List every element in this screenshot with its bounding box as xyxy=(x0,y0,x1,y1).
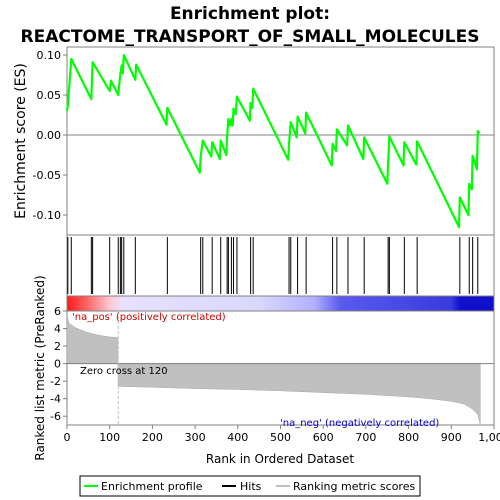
es-y-tick-label: -0.05 xyxy=(33,169,61,182)
rank-y-tick-label: -2 xyxy=(50,375,61,388)
ranked-metric-group xyxy=(66,311,494,426)
x-tick-label: 900 xyxy=(441,431,462,444)
legend-ranking-label: Ranking metric scores xyxy=(293,480,415,493)
x-tick-label: 200 xyxy=(142,431,163,444)
rank-y-axis-label: Ranked list metric (PreRanked) xyxy=(33,275,47,460)
enrichment-profile-line xyxy=(65,53,481,229)
rank-y-axis: 6 4 2 0 -2 -4 -6 xyxy=(50,305,67,423)
neg-correlated-label: 'na_neg' (negatively correlated) xyxy=(280,418,439,429)
hits-panel xyxy=(66,234,495,297)
es-panel xyxy=(66,46,495,236)
x-axis-label: Rank in Ordered Dataset xyxy=(206,452,354,466)
legend: Enrichment profile Hits Ranking metric s… xyxy=(79,475,421,497)
es-y-tick-label: -0.10 xyxy=(33,209,61,222)
enrichment-profile xyxy=(65,53,481,229)
zero-cross-label: Zero cross at 120 xyxy=(80,366,168,377)
x-tick-label: 0 xyxy=(64,431,71,444)
es-y-axis-label: Enrichment score (ES) xyxy=(13,63,29,219)
pos-correlated-label: 'na_pos' (positively correlated) xyxy=(72,312,226,323)
legend-box xyxy=(79,475,421,497)
legend-enrichment-label: Enrichment profile xyxy=(101,480,203,493)
es-y-tick-label: 0.10 xyxy=(37,49,62,62)
x-tick-label: 500 xyxy=(270,431,291,444)
x-tick-label: 600 xyxy=(313,431,334,444)
rank-y-tick-label: -4 xyxy=(50,393,61,406)
rank-y-tick-label: -6 xyxy=(50,410,61,423)
x-tick-label: 800 xyxy=(398,431,419,444)
es-y-tick-label: 0.00 xyxy=(37,129,62,142)
x-tick-label: 400 xyxy=(227,431,248,444)
x-tick-label: 300 xyxy=(185,431,206,444)
rank-color-bar xyxy=(66,295,495,312)
es-y-tick-label: 0.05 xyxy=(37,89,62,102)
x-tick-label: 100 xyxy=(99,431,120,444)
x-tick-label: 700 xyxy=(355,431,376,444)
legend-hits-label: Hits xyxy=(240,480,262,493)
rank-y-tick-label: 2 xyxy=(54,340,61,353)
rank-y-tick-label: 6 xyxy=(54,305,61,318)
chart-title-line1: Enrichment plot: xyxy=(170,4,330,24)
x-tick-label: 1,000 xyxy=(478,431,500,444)
ranked-metric-area xyxy=(66,315,481,426)
hits-group xyxy=(67,237,479,294)
rank-y-tick-label: 0 xyxy=(54,358,61,371)
rank-y-tick-label: 4 xyxy=(54,323,61,336)
es-y-axis: 0.10 0.05 0.00 -0.05 -0.10 xyxy=(33,49,67,222)
chart-title-line2: REACTOME_TRANSPORT_OF_SMALL_MOLECULES xyxy=(21,27,480,47)
x-axis: 0 100 200 300 400 500 600 700 800 900 1,000 xyxy=(64,425,500,444)
